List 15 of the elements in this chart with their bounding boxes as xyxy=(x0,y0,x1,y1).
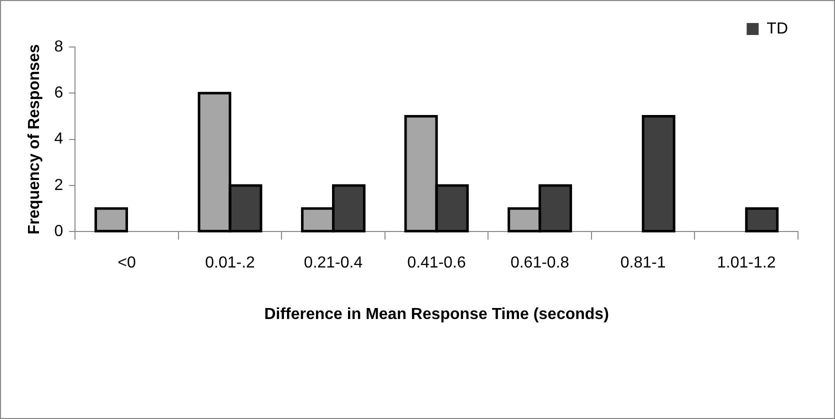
x-tick-label: 0.81-1 xyxy=(620,254,666,272)
x-tick-label: 0.21-0.4 xyxy=(304,254,363,272)
x-tick-label: 0.01-.2 xyxy=(205,254,256,272)
x-tick-label: 0.41-0.6 xyxy=(407,254,466,272)
x-tick-label: <0 xyxy=(118,254,136,272)
y-tick-label: 6 xyxy=(54,84,64,102)
y-tick-label: 2 xyxy=(54,176,64,194)
y-tick-label: 8 xyxy=(54,38,64,56)
x-tick-label: 1.01-1.2 xyxy=(717,254,776,272)
y-tick-label: 4 xyxy=(54,130,64,148)
legend-label: TD xyxy=(766,20,788,38)
y-tick-label: 0 xyxy=(54,223,64,240)
x-tick-label: 0.61-0.8 xyxy=(510,254,570,272)
x-axis-title: Difference in Mean Response Time (seconds) xyxy=(264,306,609,323)
y-axis-title: Frequency of Responses xyxy=(26,44,44,234)
